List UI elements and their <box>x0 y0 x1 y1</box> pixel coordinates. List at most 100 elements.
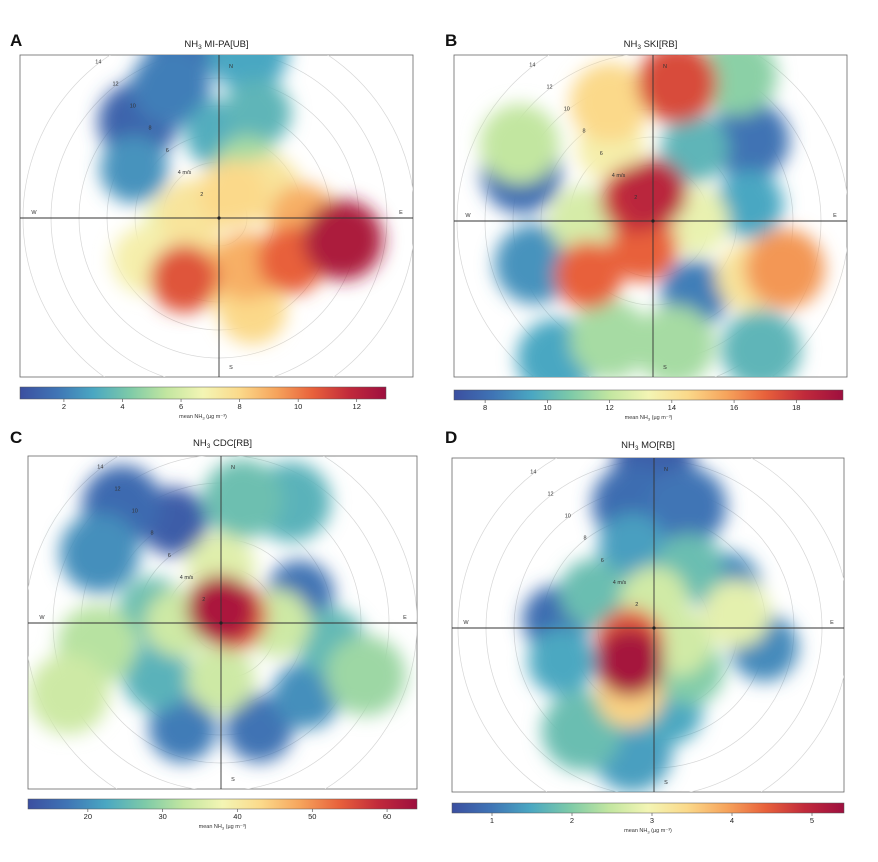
direction-w-label: W <box>465 213 471 219</box>
ring-label: 10 <box>564 107 570 113</box>
direction-n-label: N <box>231 465 235 471</box>
direction-n-label: N <box>664 467 668 473</box>
surface-cell <box>559 559 628 627</box>
panel-letter: C <box>10 428 22 447</box>
direction-e-label: E <box>403 615 407 621</box>
ring-label: 2 <box>202 597 205 603</box>
colorbar-tick-label: 40 <box>233 812 241 821</box>
ring-label: 10 <box>132 509 138 515</box>
surface-cell <box>59 513 140 593</box>
ring-label: 2 <box>634 195 637 201</box>
direction-s-label: S <box>663 365 667 371</box>
colorbar-tick-label: 30 <box>158 812 166 821</box>
concentration-surface <box>98 55 384 345</box>
surface-cell <box>661 114 729 183</box>
colorbar-tick-label: 6 <box>179 402 183 411</box>
ring-label: 6 <box>601 558 604 564</box>
panel-letter: A <box>10 31 22 50</box>
ring-label: 14 <box>529 63 535 69</box>
direction-w-label: W <box>463 620 469 626</box>
surface-cell <box>494 224 575 305</box>
colorbar-tick-label: 12 <box>605 403 613 412</box>
colorbar-tick-label: 14 <box>668 403 676 412</box>
direction-n-label: N <box>663 64 667 70</box>
panel-title: NH3 MO[RB] <box>621 440 675 452</box>
colorbar <box>451 802 845 814</box>
surface-cell <box>150 244 218 313</box>
ring-label: 8 <box>583 129 586 135</box>
direction-n-label: N <box>229 64 233 70</box>
direction-s-label: S <box>664 780 668 786</box>
ring-label: 12 <box>115 487 121 493</box>
direction-e-label: E <box>833 213 837 219</box>
ring-label: 4 m/s <box>178 170 192 176</box>
panel-b: B NH3 SKI[RB] 2 4 m/s 6 8 10 12 14 N E S W 8 10 12 14 16 1… <box>445 31 848 422</box>
direction-e-label: E <box>399 210 403 216</box>
surface-cell <box>199 159 267 228</box>
colorbar-tick-label: 12 <box>353 402 361 411</box>
surface-cell <box>721 309 801 377</box>
surface-cell <box>637 55 718 124</box>
colorbar-tick-label: 20 <box>84 812 92 821</box>
ring-label: 6 <box>166 148 169 154</box>
surface-cell <box>744 228 825 309</box>
ring-label: 12 <box>548 492 554 498</box>
colorbar-tick-label: 60 <box>383 812 391 821</box>
colorbar-tick-label: 8 <box>483 403 487 412</box>
ring-label: 2 <box>200 192 203 198</box>
direction-w-label: W <box>39 615 45 621</box>
origin-dot <box>651 219 655 223</box>
panel-title: NH3 CDC[RB] <box>193 438 252 450</box>
panel-letter: D <box>445 428 457 447</box>
direction-s-label: S <box>229 365 233 371</box>
surface-cell <box>569 299 650 377</box>
colorbar-tick-label: 2 <box>62 402 66 411</box>
direction-e-label: E <box>830 620 834 626</box>
colorbar-tick-label: 18 <box>792 403 800 412</box>
origin-dot <box>219 621 223 625</box>
ring-label: 2 <box>635 602 638 608</box>
surface-cell <box>598 512 667 581</box>
colorbar-tick-label: 10 <box>543 403 551 412</box>
direction-w-label: W <box>31 210 37 216</box>
ring-label: 14 <box>530 470 536 476</box>
surface-cell <box>225 694 294 763</box>
ring-label: 6 <box>168 553 171 559</box>
ring-label: 10 <box>130 104 136 110</box>
panel-c: C NH3 CDC[RB] 2 4 m/s 6 8 10 12 14 N E S W 20 30 40 50 60… <box>10 428 418 831</box>
surface-cell <box>202 458 283 539</box>
colorbar-tick-label: 5 <box>810 816 814 825</box>
ring-label: 12 <box>113 82 119 88</box>
surface-cell <box>554 240 623 309</box>
colorbar-tick-label: 8 <box>238 402 242 411</box>
surface-cell <box>325 635 406 716</box>
surface-cell <box>272 660 341 729</box>
direction-s-label: S <box>231 777 235 783</box>
colorbar-tick-label: 3 <box>650 816 654 825</box>
surface-cell <box>148 694 217 763</box>
surface-cell <box>702 579 771 648</box>
surface-cell <box>223 78 292 147</box>
colorbar-label: mean NH3 (µg m⁻³) <box>179 414 227 421</box>
colorbar-tick-label: 4 <box>120 402 124 411</box>
panel-title: NH3 MI-PA[UB] <box>184 39 248 51</box>
surface-cell <box>634 305 715 377</box>
concentration-surface <box>479 55 825 377</box>
ring-label: 8 <box>151 531 154 537</box>
colorbar-label: mean NH3 (µg m⁻³) <box>624 828 672 835</box>
panel-title: NH3 SKI[RB] <box>624 39 678 51</box>
surface-cell <box>595 628 664 697</box>
colorbar <box>19 386 387 400</box>
surface-cell <box>131 55 212 127</box>
origin-dot <box>652 626 656 630</box>
colorbar <box>453 389 844 401</box>
colorbar-tick-label: 4 <box>730 816 734 825</box>
ring-label: 14 <box>95 60 101 66</box>
colorbar-tick-label: 1 <box>490 816 494 825</box>
panel-a: A NH3 MI-PA[UB] 2 4 m/s 6 8 10 12 14 N E S W 2 4 6 8 10 12… <box>10 31 414 421</box>
colorbar-tick-label: 50 <box>308 812 316 821</box>
ring-label: 6 <box>600 151 603 157</box>
ring-label: 4 m/s <box>612 173 626 179</box>
